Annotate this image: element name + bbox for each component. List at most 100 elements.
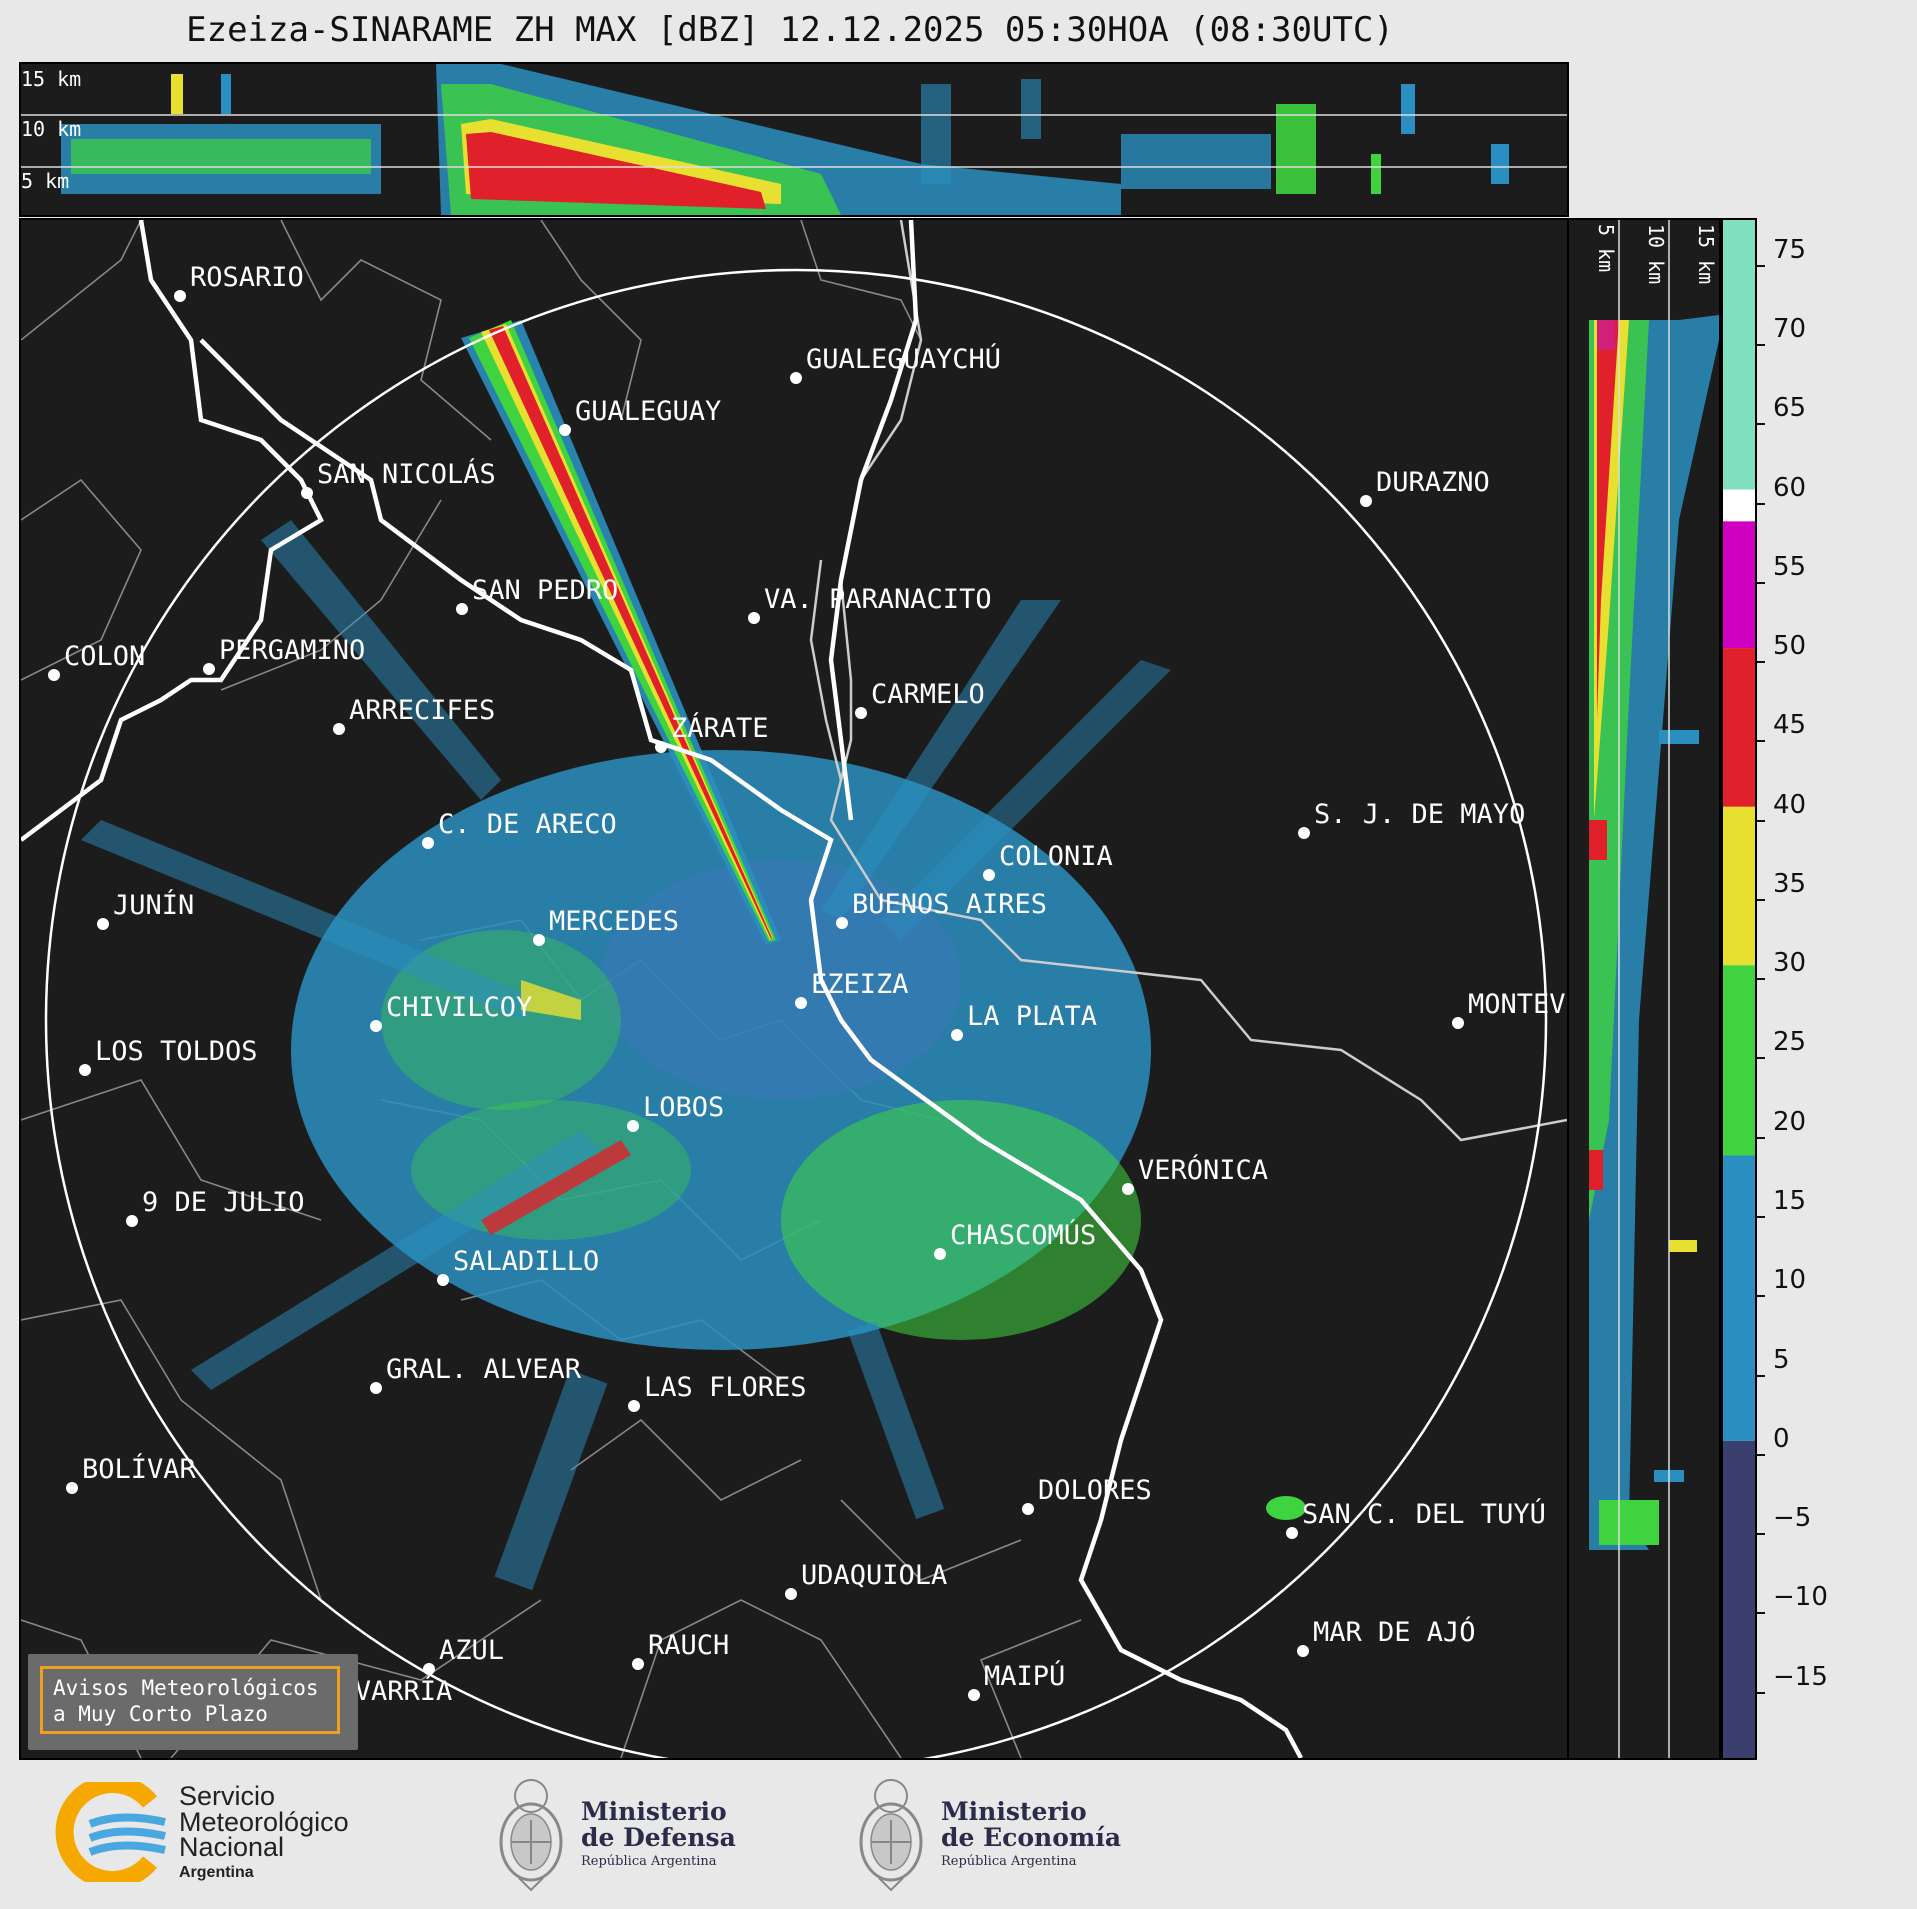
cross-section-top: 15 km 10 km 5 km [19, 62, 1569, 217]
xsec-right-label-15km: 15 km [1694, 224, 1718, 284]
colorbar-tick-label: 20 [1757, 1107, 1806, 1152]
xsec-top-label-5km: 5 km [21, 169, 69, 193]
range-ring [44, 268, 1548, 1758]
colorbar-tick-label: 25 [1757, 1027, 1806, 1072]
city-marker-dot [795, 997, 807, 1009]
city-marker-dot [1452, 1017, 1464, 1029]
city-label: GRAL. ALVEAR [386, 1354, 582, 1385]
city-label: AZUL [439, 1635, 504, 1666]
city-label: ROSARIO [190, 262, 304, 293]
xsec-top-echoes [61, 64, 1509, 215]
city-marker-dot [627, 1120, 639, 1132]
city-marker-dot [422, 837, 434, 849]
city-label: ZÁRATE [671, 712, 769, 744]
city-label: CHIVILCOY [386, 992, 532, 1023]
economia-line1: Ministerio [941, 1796, 1087, 1826]
defensa-line3: República Argentina [581, 1854, 717, 1870]
city-label: LOBOS [643, 1092, 724, 1123]
colorbar-tick-label: 50 [1757, 631, 1806, 676]
city-marker-dot [174, 290, 186, 302]
city-marker-dot [1286, 1527, 1298, 1539]
city-marker-dot [951, 1029, 963, 1041]
warning-box-inner[interactable]: Avisos Meteorológicos a Muy Corto Plazo [40, 1666, 340, 1734]
colorbar-band [1723, 1155, 1755, 1441]
colorbar [1721, 218, 1757, 1760]
city-marker-dot [66, 1482, 78, 1494]
city-label: BUENOS AIRES [852, 889, 1047, 920]
city-marker-dot [423, 1663, 435, 1675]
colorbar-tick-label: −15 [1757, 1662, 1828, 1707]
city-label: S. J. DE MAYO [1314, 799, 1525, 830]
city-marker-dot [785, 1588, 797, 1600]
colorbar-tick-label: −10 [1757, 1582, 1828, 1627]
city-marker-dot [748, 612, 760, 624]
city-marker-dot [628, 1400, 640, 1412]
city-label: LOS TOLDOS [95, 1036, 258, 1067]
city-marker-dot [855, 707, 867, 719]
colorbar-tick-label: 15 [1757, 1186, 1806, 1231]
city-label: MAR DE AJÓ [1313, 1616, 1476, 1648]
city-label: SAN PEDRO [472, 575, 618, 606]
city-marker-dot [1360, 495, 1372, 507]
city-marker-dot [456, 603, 468, 615]
city-marker-dot [790, 372, 802, 384]
warning-box[interactable]: Avisos Meteorológicos a Muy Corto Plazo [28, 1654, 358, 1750]
colorbar-band [1723, 521, 1755, 649]
xsec-top-label-15km: 15 km [21, 67, 81, 91]
economia-line3: República Argentina [941, 1854, 1077, 1870]
city-label: LAS FLORES [644, 1372, 807, 1403]
colorbar-tick-label: 10 [1757, 1265, 1806, 1310]
radar-echoes [81, 320, 1306, 1591]
colorbar-ticks: 75 70 65 60 55 50 45 40 35 30 25 20 15 10 5 0 −5 −10 −15 [1757, 218, 1907, 1760]
city-marker-dot [1022, 1503, 1034, 1515]
colorbar-tick-label: 30 [1757, 948, 1806, 993]
city-label: JUNÍN [113, 889, 194, 921]
city-label: MERCEDES [549, 906, 679, 937]
colorbar-tick-label: 35 [1757, 869, 1806, 914]
coastline [809, 220, 1567, 1142]
city-marker-dot [203, 663, 215, 675]
warning-box-line2: a Muy Corto Plazo [53, 1702, 268, 1727]
city-label: ARRECIFES [349, 695, 495, 726]
city-marker-dot [1298, 827, 1310, 839]
major-rivers-borders [21, 220, 1303, 1758]
city-label: CARMELO [871, 679, 985, 710]
city-marker-dot [301, 487, 313, 499]
smn-line4: Argentina [179, 1863, 254, 1881]
city-label: MONTEVIDEO [1468, 989, 1567, 1020]
colorbar-bands [1723, 220, 1755, 1758]
city-label: GUALEGUAY [575, 396, 721, 427]
city-label: PERGAMINO [219, 635, 365, 666]
colorbar-band [1723, 220, 1755, 490]
radar-map[interactable]: ROSARIO GUALEGUAYCHÚ GUALEGUAY SAN NICOLÁS D… [19, 218, 1569, 1760]
smn-line3: Nacional [179, 1832, 285, 1863]
city-label: COLON [64, 641, 145, 672]
xsec-right-label-10km: 10 km [1644, 224, 1668, 284]
smn-line2: Meteorológico [179, 1806, 349, 1837]
city-marker-dot [370, 1020, 382, 1032]
economia-line2: de Economía [941, 1823, 1122, 1853]
city-marker-dot [836, 917, 848, 929]
colorbar-tick-label: 5 [1757, 1345, 1790, 1390]
defensa-line1: Ministerio [581, 1796, 727, 1826]
defensa-line2: de Defensa [581, 1823, 736, 1853]
city-marker-dot [48, 669, 60, 681]
city-marker-dot [934, 1248, 946, 1260]
city-label: CHASCOMÚS [950, 1219, 1096, 1251]
colorbar-tick-label: 45 [1757, 710, 1806, 755]
city-label: BOLÍVAR [82, 1453, 197, 1485]
city-marker-dot [333, 723, 345, 735]
city-label: MAIPÚ [984, 1660, 1065, 1692]
city-marker-dot [632, 1658, 644, 1670]
city-marker-dot [79, 1064, 91, 1076]
colorbar-tick-label: −5 [1757, 1503, 1811, 1548]
warning-box-line1: Avisos Meteorológicos [53, 1676, 319, 1700]
colorbar-band [1723, 648, 1755, 807]
cross-section-top-plot: 15 km 10 km 5 km [21, 64, 1567, 215]
city-label: GUALEGUAYCHÚ [806, 343, 1001, 375]
city-label: VERÓNICA [1138, 1154, 1268, 1186]
city-label: LA PLATA [967, 1001, 1097, 1032]
city-marker-dot [437, 1274, 449, 1286]
city-label: DOLORES [1038, 1475, 1152, 1506]
smn-line1: Servicio [179, 1780, 276, 1811]
